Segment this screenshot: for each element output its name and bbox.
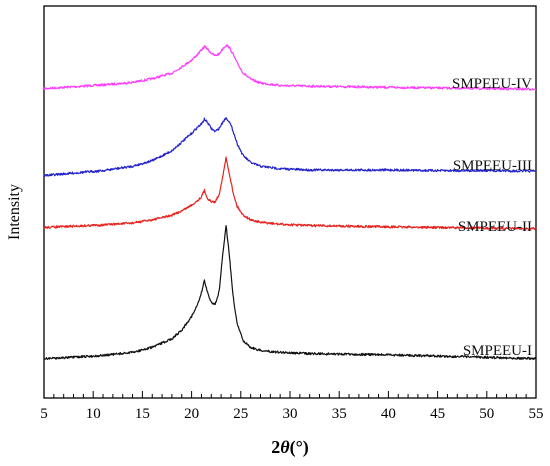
plot-frame (43, 5, 537, 399)
x-axis-ticks (43, 391, 537, 398)
x-tick-label: 10 (86, 406, 101, 422)
x-tick-label: 50 (479, 406, 494, 422)
x-axis-label-suffix: (°) (290, 437, 309, 458)
x-tick-label: 40 (381, 406, 396, 422)
x-axis-label-theta: θ (280, 437, 290, 457)
x-axis-label: 2θ(°) (271, 437, 309, 458)
series-label-smpeeu-ii: SMPEEU-II (458, 219, 532, 235)
x-tick-label: 15 (135, 406, 150, 422)
x-tick-label: 25 (233, 406, 248, 422)
series-line-smpeeu-ii (43, 156, 537, 231)
series-line-smpeeu-i (43, 225, 537, 361)
x-tick-label: 20 (184, 406, 199, 422)
x-axis-tick-labels: 5 10 15 20 25 30 35 40 45 50 55 (40, 406, 543, 422)
series-labels: SMPEEU-IV SMPEEU-III SMPEEU-II SMPEEU-I (452, 76, 532, 359)
x-tick-label: 35 (332, 406, 347, 422)
series-label-smpeeu-iii: SMPEEU-III (453, 158, 532, 174)
series-line-smpeeu-iv (43, 44, 537, 91)
series-line-smpeeu-iii (43, 117, 537, 177)
x-tick-label: 45 (430, 406, 445, 422)
series-label-smpeeu-iv: SMPEEU-IV (452, 76, 532, 92)
x-axis-label-prefix: 2 (271, 437, 280, 457)
x-tick-label: 55 (529, 406, 544, 422)
series-layer (43, 44, 537, 361)
y-axis-label: Intensity (6, 184, 23, 240)
x-tick-label: 5 (40, 406, 48, 422)
series-label-smpeeu-i: SMPEEU-I (463, 343, 532, 359)
x-tick-label: 30 (283, 406, 298, 422)
